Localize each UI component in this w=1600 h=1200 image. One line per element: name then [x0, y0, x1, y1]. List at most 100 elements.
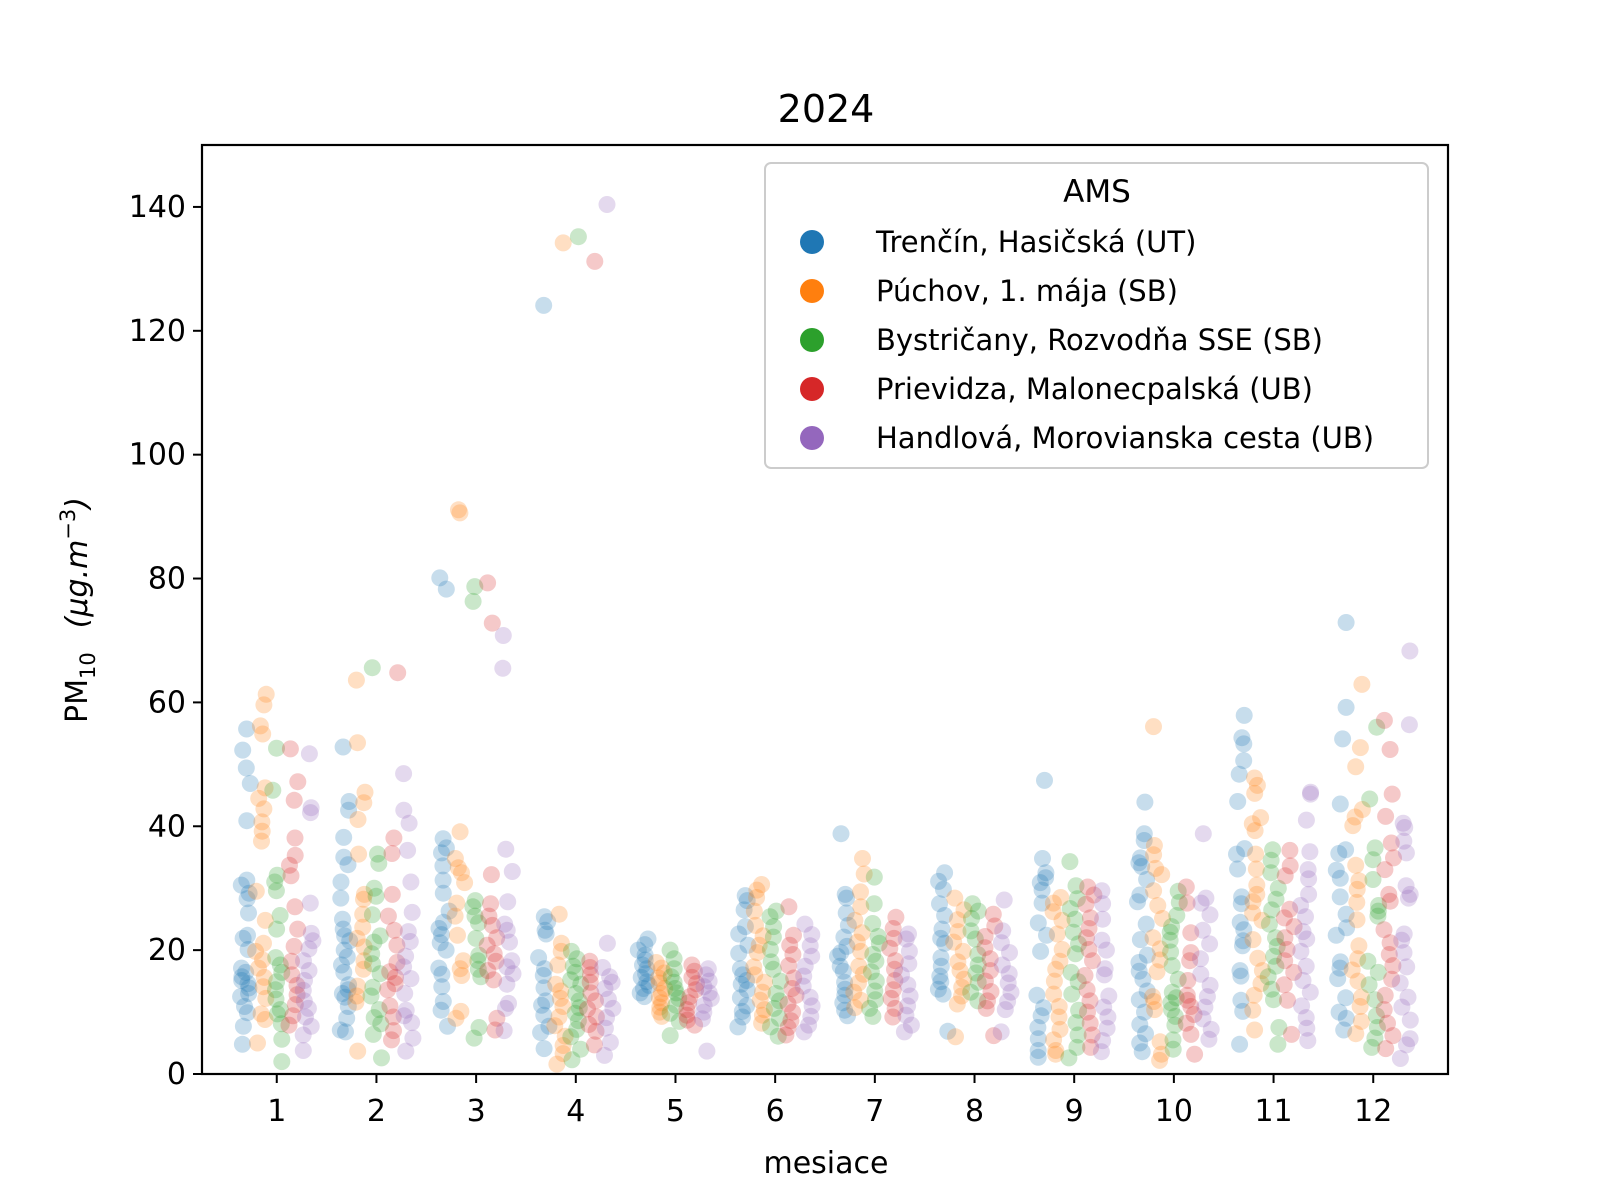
data-point: [995, 891, 1013, 909]
data-point: [402, 970, 420, 988]
data-point: [1138, 982, 1156, 1000]
data-point: [652, 985, 670, 1002]
data-point: [1068, 1038, 1086, 1056]
data-point: [1235, 706, 1253, 724]
data-point: [1278, 941, 1296, 958]
data-point: [1231, 913, 1249, 931]
data-point: [1047, 1042, 1065, 1059]
data-point: [783, 980, 801, 997]
data-point: [1398, 1036, 1415, 1054]
data-point: [1151, 1033, 1169, 1051]
data-point: [955, 901, 973, 919]
data-point: [294, 981, 312, 999]
data-point: [464, 592, 482, 610]
data-point: [655, 964, 673, 982]
data-point: [1379, 1014, 1396, 1032]
data-point: [239, 941, 257, 958]
data-point: [369, 845, 386, 863]
data-point: [372, 1015, 390, 1033]
data-point: [1330, 845, 1348, 862]
data-point: [285, 791, 303, 809]
data-point: [572, 975, 590, 993]
data-point: [1366, 991, 1384, 1009]
data-point: [596, 980, 614, 997]
y-tick-label: 140: [129, 190, 186, 225]
data-point: [234, 741, 252, 759]
data-point: [735, 901, 753, 919]
data-point: [363, 659, 381, 677]
data-point: [532, 1024, 550, 1041]
data-point: [381, 963, 399, 981]
data-point: [953, 987, 971, 1005]
data-point: [866, 991, 884, 1009]
data-point: [256, 779, 274, 797]
data-point: [730, 925, 748, 943]
data-point: [1244, 1001, 1262, 1019]
data-point: [535, 908, 553, 926]
data-point: [354, 918, 372, 936]
data-point: [1029, 1042, 1047, 1059]
data-point: [1163, 957, 1181, 975]
data-point: [472, 968, 490, 986]
data-point: [1269, 1035, 1287, 1053]
data-point: [302, 1017, 320, 1035]
data-point: [364, 978, 382, 996]
data-point: [336, 927, 354, 945]
data-point: [264, 781, 282, 799]
data-point: [1349, 950, 1367, 968]
data-point: [267, 990, 285, 1008]
data-point: [294, 1042, 312, 1059]
data-point: [239, 926, 256, 944]
data-point: [267, 981, 284, 999]
data-point: [334, 738, 352, 756]
data-point: [1080, 920, 1098, 937]
data-point: [1337, 614, 1355, 631]
data-point: [1134, 970, 1152, 988]
data-point: [651, 1003, 669, 1021]
data-point: [604, 999, 622, 1017]
data-point: [777, 1026, 795, 1044]
data-point: [299, 999, 317, 1017]
data-point: [1196, 998, 1214, 1016]
x-tick-label: 1: [267, 1094, 286, 1129]
data-point: [1337, 989, 1355, 1007]
data-point: [283, 966, 301, 984]
data-point: [1099, 1008, 1117, 1026]
data-point: [932, 929, 950, 947]
data-point: [653, 994, 671, 1012]
data-point: [1252, 975, 1270, 993]
data-point: [238, 890, 256, 908]
data-point: [976, 928, 994, 945]
data-point: [1327, 861, 1345, 879]
data-point: [850, 974, 867, 992]
data-point: [466, 578, 484, 596]
data-point: [934, 985, 952, 1003]
data-point: [794, 977, 812, 995]
data-point: [500, 994, 517, 1012]
data-point: [1166, 1016, 1184, 1034]
data-point: [1297, 957, 1315, 975]
data-point: [431, 569, 449, 587]
data-point: [434, 830, 452, 848]
data-point: [483, 614, 501, 632]
data-point: [1138, 871, 1156, 888]
data-point: [336, 988, 354, 1006]
data-point: [238, 720, 256, 738]
data-point: [1094, 1032, 1112, 1050]
data-point: [451, 960, 469, 978]
data-point: [1135, 825, 1153, 843]
data-point: [503, 952, 521, 970]
data-point: [992, 934, 1010, 952]
data-point: [1260, 915, 1278, 933]
data-point: [698, 1042, 716, 1060]
data-point: [779, 1019, 797, 1036]
data-point: [1144, 988, 1162, 1006]
data-point: [365, 879, 383, 897]
data-point: [1235, 735, 1253, 753]
data-point: [1078, 929, 1095, 947]
data-point: [1397, 844, 1415, 862]
data-point: [639, 930, 657, 948]
data-point: [239, 975, 257, 993]
data-point: [661, 941, 679, 959]
data-point: [240, 985, 258, 1002]
